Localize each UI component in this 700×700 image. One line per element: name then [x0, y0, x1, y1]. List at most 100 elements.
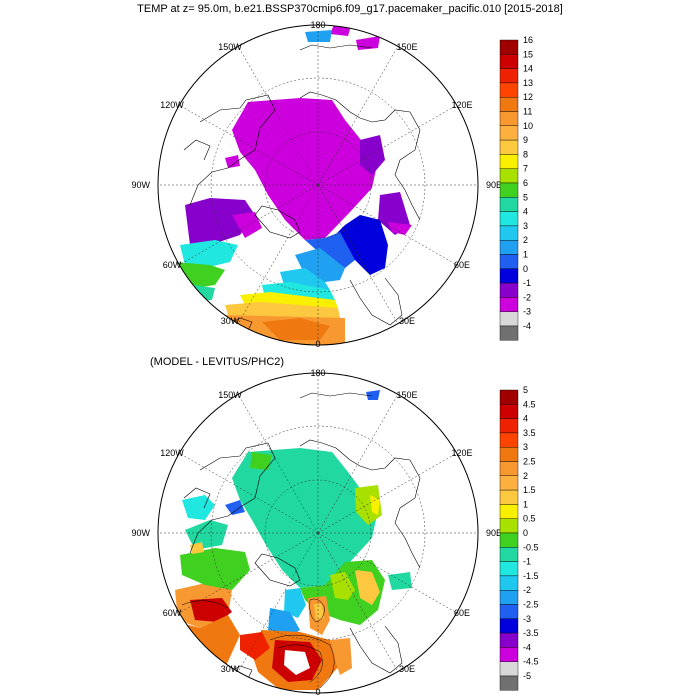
colorbar-tick-label: -4.5 [523, 657, 539, 667]
colorbar-swatch [499, 68, 519, 84]
colorbar-swatch [499, 282, 519, 298]
colorbar-swatch [499, 575, 519, 591]
colorbar-swatch [499, 647, 519, 662]
colorbar-tick-label: -3.5 [523, 628, 539, 638]
colorbar-tick-label: 4.5 [523, 399, 536, 409]
colorbar-swatch [499, 182, 519, 198]
longitude-label: 180 [310, 368, 325, 378]
colorbar-swatch [499, 82, 519, 98]
colorbar-tick-label: -4 [523, 642, 531, 652]
longitude-label: 60E [454, 260, 470, 270]
colorbar-swatch [499, 547, 519, 562]
colorbar-swatch [499, 532, 519, 548]
colorbar-tick-label: -2.5 [523, 600, 539, 610]
colorbar-swatch [499, 618, 519, 634]
colorbar-swatch [499, 54, 519, 69]
panel-2-colorbar: 5 4.5 4 3.5 3 2.5 2 1.5 1 0.5 0 -0.5 -1 -1.5 -2 -2.5 -3 -… [499, 385, 539, 691]
page-title: TEMP at z= 95.0m, b.e21.BSSP370cmip6.f09… [137, 3, 563, 15]
colorbar-swatch [499, 325, 519, 341]
longitude-label: 30E [399, 316, 415, 326]
colorbar-tick-label: 13 [523, 78, 533, 88]
colorbar-tick-label: 1 [523, 499, 528, 509]
colorbar-tick-label: -1.5 [523, 571, 539, 581]
longitude-label: 180 [310, 20, 325, 30]
longitude-label: 60W [163, 260, 182, 270]
longitude-label: 60E [454, 608, 470, 618]
colorbar-tick-label: 1.5 [523, 485, 536, 495]
colorbar-swatch [499, 125, 519, 141]
panel-1-field [172, 25, 412, 345]
colorbar-swatch [499, 489, 519, 505]
colorbar-tick-label: 0.5 [523, 514, 536, 524]
longitude-label: 120W [160, 100, 184, 110]
colorbar-swatch [499, 254, 519, 270]
colorbar-tick-label: 14 [523, 64, 533, 74]
colorbar-swatch [499, 211, 519, 227]
longitude-label: 0 [315, 339, 320, 349]
colorbar-tick-label: 7 [523, 164, 528, 174]
panel-1-graticule [158, 25, 478, 345]
longitude-label: 150E [396, 390, 417, 400]
colorbar-swatch [499, 404, 519, 419]
colorbar-swatch [499, 475, 519, 491]
colorbar-tick-label: 10 [523, 121, 533, 131]
colorbar-swatch [499, 154, 519, 169]
colorbar-tick-label: 0 [523, 528, 528, 538]
panel-2-field [170, 390, 412, 690]
longitude-label: 90E [486, 528, 502, 538]
colorbar-tick-label: 1 [523, 250, 528, 260]
panel-1-map-border [157, 24, 479, 346]
longitude-label: 60W [163, 608, 182, 618]
colorbar-swatch [499, 418, 519, 434]
colorbar-swatch [499, 432, 519, 448]
panel-2-subtitle: (MODEL - LEVITUS/PHC2) [150, 356, 285, 368]
longitude-label: 120W [160, 448, 184, 458]
colorbar-tick-label: 5 [523, 192, 528, 202]
longitude-label: 90W [131, 180, 150, 190]
colorbar-swatch [499, 518, 519, 534]
colorbar-swatch [499, 604, 519, 620]
colorbar-tick-label: 4 [523, 207, 528, 217]
colorbar-tick-label: 3 [523, 221, 528, 231]
colorbar-swatch [499, 661, 519, 677]
panel-1-map: 180 150E 120E 90E 60E 30E 0 30W 60W 90W 120W 150W [131, 20, 502, 349]
longitude-label: 30W [221, 316, 240, 326]
colorbar-swatch [499, 96, 519, 112]
panel-2-graticule [158, 373, 478, 693]
longitude-label: 90E [486, 180, 502, 190]
colorbar-swatch [499, 311, 519, 327]
colorbar-tick-label: -4 [523, 321, 531, 331]
colorbar-swatch [499, 225, 519, 241]
colorbar-tick-label: -0.5 [523, 542, 539, 552]
longitude-label: 150W [218, 390, 242, 400]
colorbar-swatch [499, 239, 519, 255]
colorbar-tick-label: -5 [523, 671, 531, 681]
longitude-label: 120E [451, 448, 472, 458]
colorbar-swatch [499, 139, 519, 155]
colorbar-tick-label: 16 [523, 35, 533, 45]
colorbar-tick-label: -1 [523, 278, 531, 288]
colorbar-tick-label: 15 [523, 49, 533, 59]
longitude-label: 90W [131, 528, 150, 538]
colorbar-swatch [499, 504, 519, 519]
colorbar-tick-label: -2 [523, 292, 531, 302]
longitude-label: 120E [451, 100, 472, 110]
colorbar-swatch [499, 632, 519, 648]
colorbar-tick-label: 4 [523, 414, 528, 424]
longitude-label: 150E [396, 42, 417, 52]
colorbar-tick-label: 11 [523, 107, 532, 117]
colorbar-swatch [499, 561, 519, 577]
panel-2-map: 180 150E 120E 90E 60E 30E 0 30W 60W 90W 120W 150W [131, 368, 502, 697]
colorbar-swatch [499, 168, 519, 184]
colorbar-tick-label: -3 [523, 307, 531, 317]
colorbar-swatch [499, 268, 519, 284]
colorbar-tick-label: 12 [523, 92, 533, 102]
colorbar-swatch [499, 447, 519, 462]
panel-2-map-border [157, 372, 479, 694]
panel-1-longitude-labels: 180 150E 120E 90E 60E 30E 0 30W 60W 90W 120W 150W [131, 20, 502, 349]
colorbar-tick-label: 2 [523, 235, 528, 245]
longitude-label: 0 [315, 687, 320, 697]
colorbar-swatch [499, 389, 519, 405]
